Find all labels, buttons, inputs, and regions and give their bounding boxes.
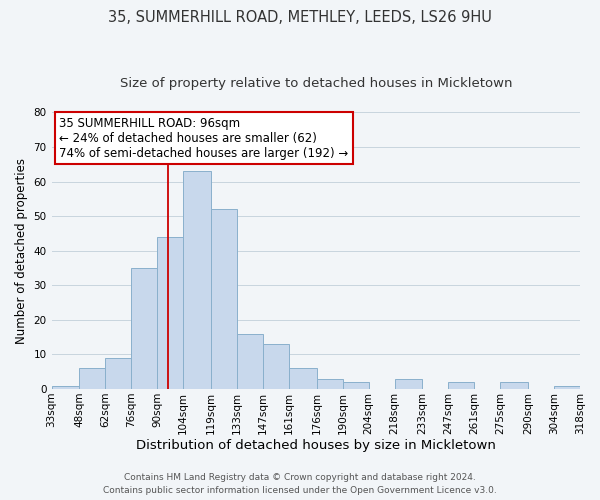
Bar bbox=[183, 172, 211, 389]
Text: 35 SUMMERHILL ROAD: 96sqm
← 24% of detached houses are smaller (62)
74% of semi-: 35 SUMMERHILL ROAD: 96sqm ← 24% of detac… bbox=[59, 116, 349, 160]
Bar bbox=[317, 378, 343, 389]
Bar bbox=[343, 382, 368, 389]
Bar bbox=[131, 268, 157, 389]
Text: Contains HM Land Registry data © Crown copyright and database right 2024.
Contai: Contains HM Land Registry data © Crown c… bbox=[103, 474, 497, 495]
Bar bbox=[448, 382, 475, 389]
Bar bbox=[52, 386, 79, 389]
Bar bbox=[289, 368, 317, 389]
Bar bbox=[500, 382, 528, 389]
Bar bbox=[263, 344, 289, 389]
Bar bbox=[157, 237, 183, 389]
Y-axis label: Number of detached properties: Number of detached properties bbox=[15, 158, 28, 344]
Bar bbox=[106, 358, 131, 389]
Bar bbox=[211, 210, 237, 389]
Title: Size of property relative to detached houses in Mickletown: Size of property relative to detached ho… bbox=[119, 78, 512, 90]
Text: 35, SUMMERHILL ROAD, METHLEY, LEEDS, LS26 9HU: 35, SUMMERHILL ROAD, METHLEY, LEEDS, LS2… bbox=[108, 10, 492, 25]
X-axis label: Distribution of detached houses by size in Mickletown: Distribution of detached houses by size … bbox=[136, 440, 496, 452]
Bar bbox=[554, 386, 580, 389]
Bar bbox=[237, 334, 263, 389]
Bar bbox=[79, 368, 106, 389]
Bar bbox=[395, 378, 422, 389]
